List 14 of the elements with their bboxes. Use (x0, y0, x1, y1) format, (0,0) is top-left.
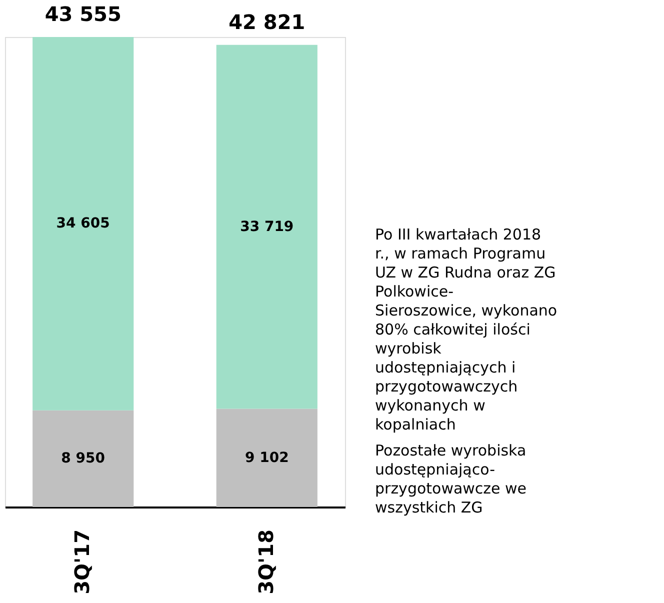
text: Po III kwartałach 2018 r., w ramach Programu UZ w ZG Rudna oraz ZG Polkowice-Sieroszowice, wykonano 80% całkowitej ilości wyrobisk udostępniających i przygotowawczych wykonanych w kopalniach (375, 225, 558, 434)
x-tick-label: 3Q'18 (254, 530, 278, 594)
bar (32, 37, 134, 410)
x-tick-label: 3Q'17 (70, 530, 94, 594)
bar (32, 410, 134, 507)
text: Pozostałe wyrobiska udostępniająco-przygotowawcze we wszystkich ZG (375, 442, 527, 517)
data-label: 33 719 (240, 218, 294, 235)
data-label: 8 950 (61, 450, 106, 467)
data-label: 9 102 (244, 450, 289, 466)
total-label: 42 821 (228, 10, 306, 34)
total-label: 43 555 (44, 2, 122, 26)
data-label: 34 605 (56, 216, 110, 232)
bar (216, 408, 318, 507)
bar (216, 44, 318, 409)
